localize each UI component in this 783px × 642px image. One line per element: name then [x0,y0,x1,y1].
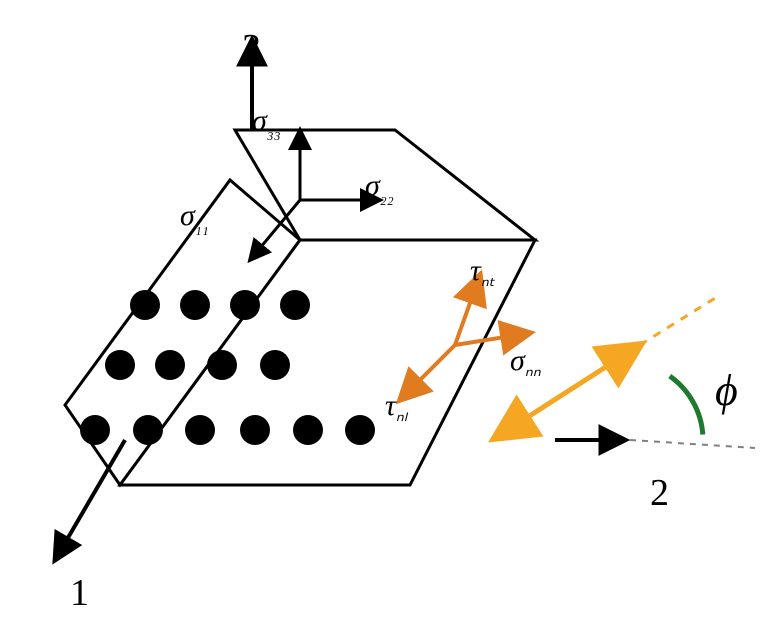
fiber-dot [133,415,163,445]
axis1-arrow [55,440,125,560]
phi-arc [670,376,703,434]
stress-label: σ₁₁ [180,199,209,236]
fiber-dot [155,350,185,380]
fracture-vector-label: σₙₙ [510,344,542,381]
axis3-label: 3 [242,27,261,69]
fiber-dot [130,290,160,320]
fiber-dot [105,350,135,380]
fiber-dot [80,415,110,445]
axis2-label: 2 [650,472,669,514]
axis1-label: 1 [70,572,89,614]
fiber-dot [185,415,215,445]
fiber-dot [260,350,290,380]
fiber-dot [180,290,210,320]
fiber-dot [240,415,270,445]
fiber-dot [293,415,323,445]
fiber-dot [345,415,375,445]
phi-label: ϕ [715,366,738,415]
axis2-dashed [630,440,755,448]
normal-dashed [640,295,720,345]
fiber-dot [280,290,310,320]
fiber-dot [230,290,260,320]
stress-label: σ₃₃ [252,104,281,141]
stress-element-diagram: 123 σ₃₃σ₂₂σ₁₁ τₙₜσₙₙτₙₗ ϕ [0,0,783,642]
fiber-dot [207,350,237,380]
phi-angle: ϕ [670,366,738,435]
